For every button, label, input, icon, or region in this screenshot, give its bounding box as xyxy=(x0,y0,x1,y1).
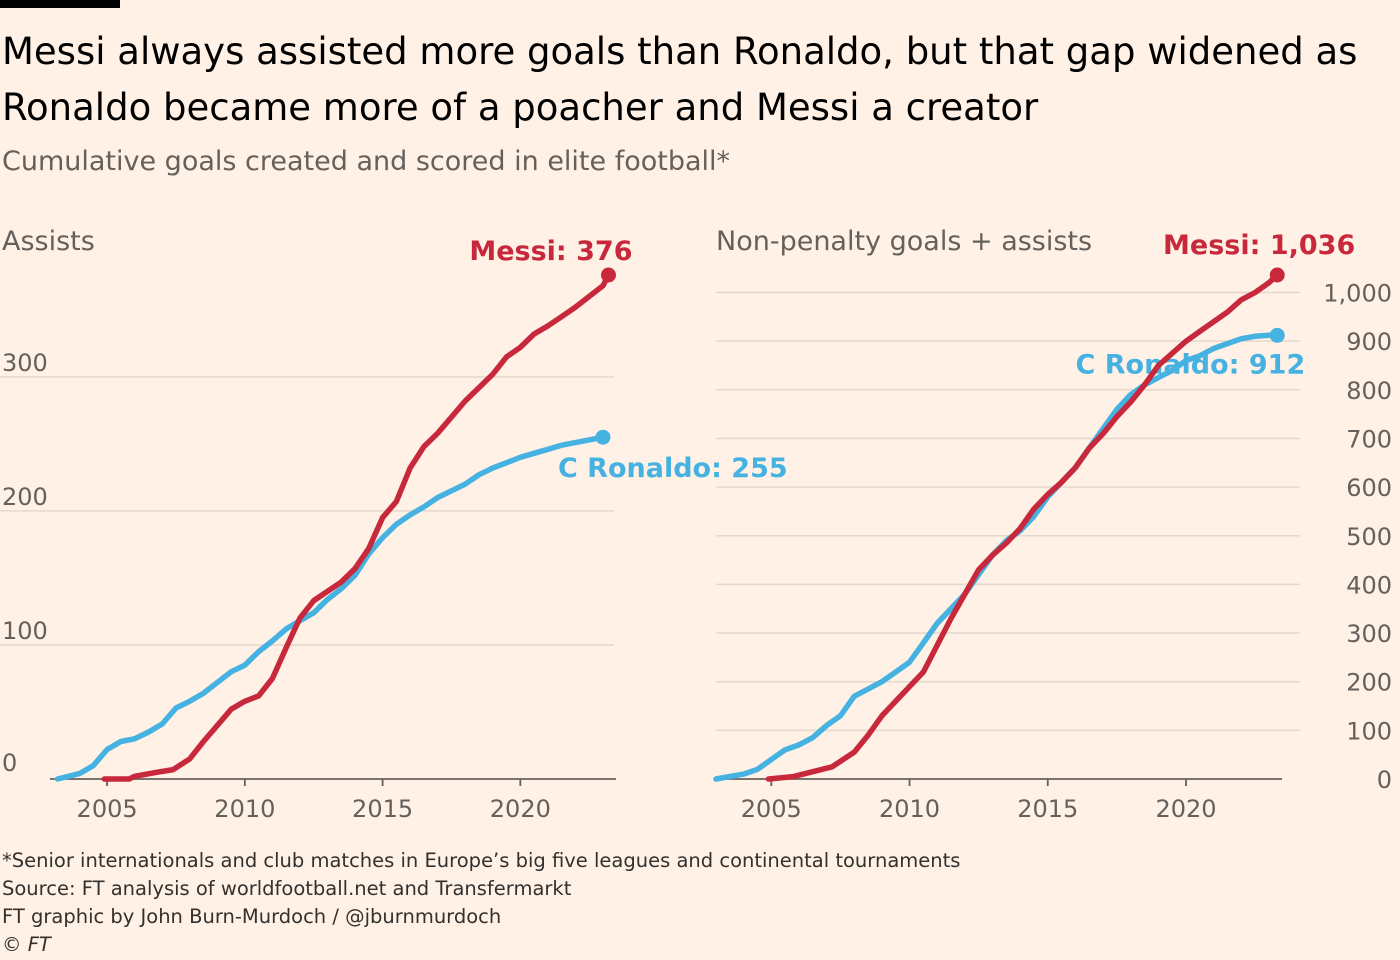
y-tick-label: 100 xyxy=(2,617,48,645)
panel-title: Assists xyxy=(2,226,95,257)
y-tick-label: 200 xyxy=(2,483,48,511)
x-tick-label: 2010 xyxy=(214,795,275,823)
y-tick-label: 500 xyxy=(1346,523,1392,551)
chart-title: Messi always assisted more goals than Ro… xyxy=(2,30,1358,129)
footnote: *Senior internationals and club matches … xyxy=(2,849,961,872)
y-tick-label: 0 xyxy=(2,749,17,777)
x-tick-label: 2015 xyxy=(1017,795,1078,823)
x-tick-label: 2005 xyxy=(741,795,802,823)
end-label-messi: Messi: 1,036 xyxy=(1163,230,1355,261)
y-tick-label: 400 xyxy=(1346,571,1392,599)
series-line-messi xyxy=(765,272,1280,782)
footer: *Senior internationals and club matches … xyxy=(2,847,960,959)
x-tick-label: 2005 xyxy=(77,795,138,823)
x-tick-label: 2015 xyxy=(352,795,413,823)
series-line-c-ronaldo xyxy=(713,332,1280,782)
end-point-messi xyxy=(1269,267,1285,283)
series-line-c-ronaldo xyxy=(54,434,606,782)
x-tick-label: 2020 xyxy=(490,795,551,823)
x-tick-label: 2010 xyxy=(879,795,940,823)
copyright: © FT xyxy=(2,933,51,956)
end-label-c-ronaldo: C Ronaldo: 255 xyxy=(558,453,788,484)
y-tick-label: 0 xyxy=(1377,766,1392,794)
y-tick-label: 700 xyxy=(1346,425,1392,453)
end-label-messi: Messi: 376 xyxy=(469,236,632,267)
y-tick-label: 300 xyxy=(2,349,48,377)
y-tick-label: 300 xyxy=(1346,620,1392,648)
y-tick-label: 600 xyxy=(1346,474,1392,502)
y-tick-label: 900 xyxy=(1346,328,1392,356)
end-point-c-ronaldo xyxy=(595,429,611,445)
ft-top-bar xyxy=(0,0,120,8)
source-line: Source: FT analysis of worldfootball.net… xyxy=(2,877,572,900)
y-tick-label: 800 xyxy=(1346,377,1392,405)
y-tick-label: 1,000 xyxy=(1323,280,1392,308)
y-tick-label: 100 xyxy=(1346,717,1392,745)
y-tick-label: 200 xyxy=(1346,669,1392,697)
end-point-messi xyxy=(600,267,616,283)
end-point-c-ronaldo xyxy=(1269,327,1285,343)
panel-title: Non-penalty goals + assists xyxy=(716,226,1092,257)
end-label-c-ronaldo: C Ronaldo: 912 xyxy=(1076,349,1306,380)
series-line-messi xyxy=(101,272,612,782)
x-tick-label: 2020 xyxy=(1155,795,1216,823)
chart-subtitle: Cumulative goals created and scored in e… xyxy=(2,146,731,177)
credit-line: FT graphic by John Burn-Murdoch / @jburn… xyxy=(2,905,502,928)
